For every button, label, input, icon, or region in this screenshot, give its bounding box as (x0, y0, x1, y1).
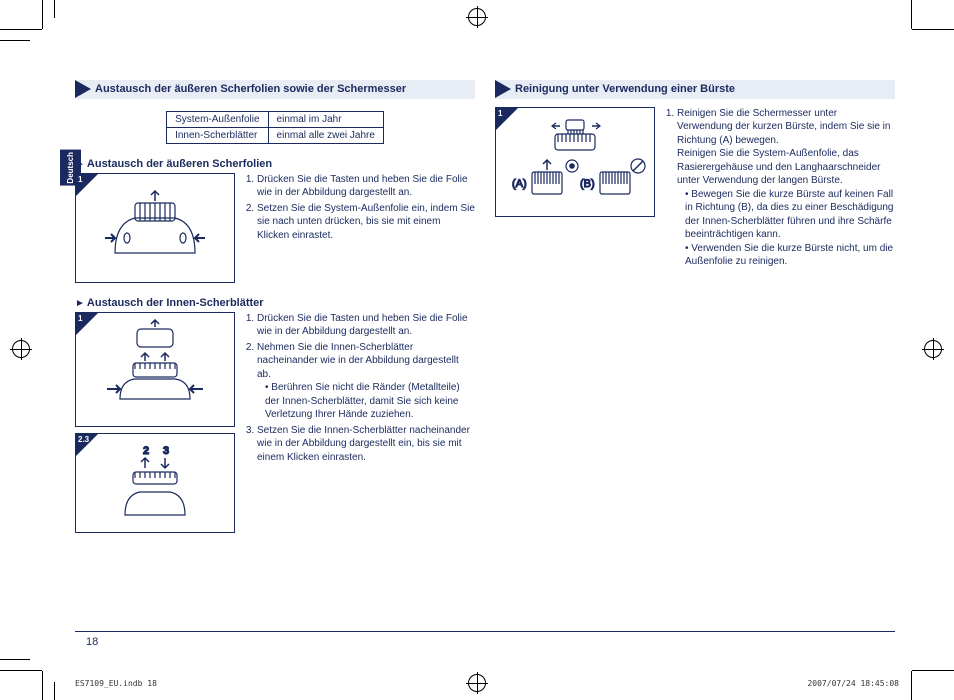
instruction-bullet: Verwenden Sie die kurze Bürste nicht, um… (685, 242, 895, 269)
figure-inner-blades-2: 2.3 2 3 (75, 433, 235, 533)
shaver-illustration (85, 319, 225, 419)
page-content: Austausch der äußeren Scherfolien sowie … (75, 80, 895, 640)
svg-text:3: 3 (163, 445, 169, 457)
crop-mark (42, 671, 43, 700)
instruction-step: Reinigen Sie die Schermesser unter Verwe… (677, 107, 895, 269)
crop-mark (42, 0, 43, 29)
crop-mark (0, 670, 42, 671)
instruction-text: Drücken Sie die Tasten und heben Sie die… (243, 312, 475, 533)
right-column: Reinigung unter Verwendung einer Bürste … (495, 80, 895, 640)
table-row: Innen-Scherblätter einmal alle zwei Jahr… (167, 127, 384, 143)
crop-mark (0, 29, 42, 30)
step-text: Nehmen Sie die Innen-Scherblätter nachei… (257, 342, 459, 380)
registration-mark (12, 340, 30, 358)
figure-badge-number: 1 (78, 175, 82, 184)
table-cell: System-Außenfolie (167, 111, 268, 127)
triangle-icon (495, 80, 511, 98)
table-cell: einmal alle zwei Jahre (268, 127, 383, 143)
section-title: Reinigung unter Verwendung einer Bürste (511, 80, 741, 99)
instruction-step: Drücken Sie die Tasten und heben Sie die… (257, 173, 475, 200)
figure-outer-foil: 1 (75, 173, 235, 283)
crop-mark (912, 670, 954, 671)
step-text: Reinigen Sie die Schermesser unter Verwe… (677, 108, 890, 146)
instruction-block: 1 (A) (495, 107, 895, 271)
crop-mark (54, 682, 55, 700)
svg-text:(A): (A) (512, 178, 527, 190)
figure-brush-cleaning: 1 (A) (495, 107, 655, 217)
step-text: Reinigen Sie die System-Außenfolie, das … (677, 148, 880, 186)
svg-text:2: 2 (143, 445, 149, 457)
footer-filename: ES7109_EU.indb 18 (75, 679, 157, 688)
instruction-text: Drücken Sie die Tasten und heben Sie die… (243, 173, 475, 283)
shaver-illustration (85, 183, 225, 273)
section-header-replacement: Austausch der äußeren Scherfolien sowie … (75, 80, 475, 99)
instruction-step: Nehmen Sie die Innen-Scherblätter nachei… (257, 341, 475, 422)
replacement-interval-table: System-Außenfolie einmal im Jahr Innen-S… (166, 111, 384, 144)
registration-mark (924, 340, 942, 358)
instruction-bullet: Berühren Sie nicht die Ränder (Metalltei… (265, 381, 475, 422)
figure-badge-number: 2.3 (78, 435, 89, 444)
shaver-illustration: 2 3 (85, 440, 225, 525)
left-column: Austausch der äußeren Scherfolien sowie … (75, 80, 475, 640)
instruction-text: Reinigen Sie die Schermesser unter Verwe… (663, 107, 895, 271)
figure-badge-number: 1 (78, 314, 82, 323)
registration-mark (468, 8, 486, 26)
crop-mark (911, 0, 912, 29)
instruction-bullet: Bewegen Sie die kurze Bürste auf keinen … (685, 188, 895, 242)
instruction-step: Drücken Sie die Tasten und heben Sie die… (257, 312, 475, 339)
instruction-block: 1 (75, 312, 475, 533)
subheading-outer-foil: Austausch der äußeren Scherfolien (75, 158, 475, 170)
footer-timestamp: 2007/07/24 18:45:08 (807, 679, 899, 688)
registration-mark (468, 674, 486, 692)
page-number: 18 (86, 636, 98, 648)
figure-badge-number: 1 (498, 109, 502, 118)
crop-mark (0, 659, 30, 660)
crop-mark (912, 29, 954, 30)
subheading-inner-blades: Austausch der Innen-Scherblätter (75, 297, 475, 309)
crop-mark (911, 671, 912, 700)
section-title: Austausch der äußeren Scherfolien sowie … (91, 80, 412, 99)
svg-text:(B): (B) (580, 178, 595, 190)
table-row: System-Außenfolie einmal im Jahr (167, 111, 384, 127)
table-cell: einmal im Jahr (268, 111, 383, 127)
triangle-icon (75, 80, 91, 98)
page-divider (75, 631, 895, 632)
figure-inner-blades-1: 1 (75, 312, 235, 427)
section-header-cleaning: Reinigung unter Verwendung einer Bürste (495, 80, 895, 99)
brush-illustration: (A) (B) (500, 112, 650, 212)
instruction-step: Setzen Sie die Innen-Scherblätter nachei… (257, 424, 475, 465)
crop-mark (54, 0, 55, 18)
instruction-block: 1 (75, 173, 475, 283)
instruction-step: Setzen Sie die System-Außenfolie ein, in… (257, 202, 475, 243)
table-cell: Innen-Scherblätter (167, 127, 268, 143)
crop-mark (0, 40, 30, 41)
